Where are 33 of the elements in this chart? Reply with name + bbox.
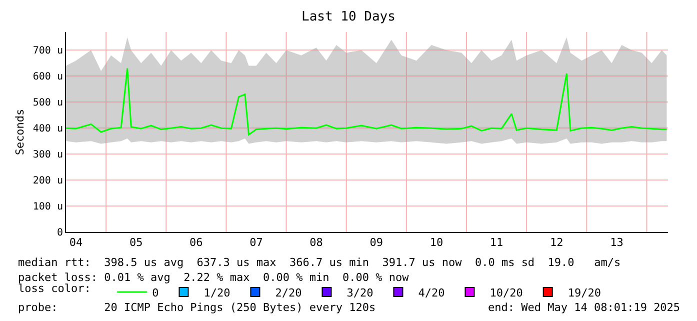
y-tick-label: 700 u [32,46,63,57]
legend-label: 0 [152,286,159,300]
legend-title: loss color: [18,282,104,295]
y-tick-label: 500 u [32,98,63,109]
line-series [66,68,668,136]
legend-label: 1/20 [204,286,230,300]
legend-label: 10/20 [490,286,523,300]
y-tick-label: 0 [56,228,63,238]
y-tick-label: 400 u [32,124,63,135]
x-tick-label: 08 [310,236,323,250]
x-tick-label: 13 [610,236,624,250]
y-axis-title: Seconds [14,108,27,156]
y-tick-label: 300 u [32,150,63,161]
text: packet loss: 0.01 % avg 2.22 % max 0.00 % min 0.00 % now [18,271,410,284]
chart-title: Last 10 Days [302,10,396,25]
legend-label: 2/20 [275,286,302,300]
x-tick-label: 09 [370,236,384,250]
y-tick-label: 100 u [32,202,63,213]
x-tick-label: 10 [430,236,444,250]
text: median rtt: 398.5 us avg 637.3 us max 366.7 us min 391.7 us now 0.0 ms sd 19.0 am/s [18,256,621,269]
x-tick-label: 11 [490,236,504,250]
x-tick-label: 06 [190,236,203,250]
text: end: Wed May 14 08:01:19 2025 [488,301,680,314]
x-tick-label: 12 [550,236,564,250]
legend-label: 19/20 [568,286,601,300]
y-tick-label: 600 u [32,72,63,83]
x-tick-label: 04 [69,236,84,250]
y-tick-label: 200 u [32,176,63,187]
x-tick-label: 05 [129,236,143,250]
text: probe: 20 ICMP Echo Pings (250 Bytes) every 120s [18,301,376,314]
legend-label: 3/20 [346,286,374,300]
x-tick-label: 07 [250,236,263,250]
legend-label: 4/20 [418,286,445,300]
